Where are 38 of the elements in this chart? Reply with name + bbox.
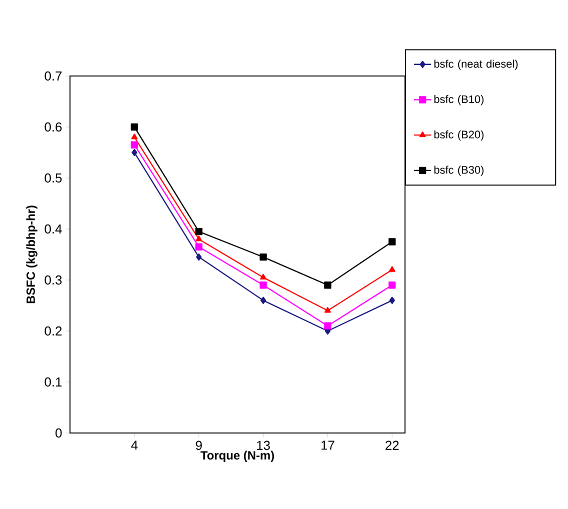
y-tick-label: 0.7 <box>44 71 62 81</box>
y-axis-title: BSFC (kg/bhp-hr) <box>26 206 38 304</box>
point <box>388 282 396 289</box>
point <box>324 282 332 289</box>
point <box>196 253 202 261</box>
point <box>195 228 202 236</box>
y-tick-label: 0.2 <box>44 326 62 336</box>
point <box>196 236 202 242</box>
x-tick-label: 17 <box>321 440 334 450</box>
point <box>260 253 267 261</box>
point <box>131 134 138 140</box>
x-tick-label: 9 <box>196 440 202 450</box>
point <box>260 282 267 289</box>
point <box>388 238 396 246</box>
y-tick-label: 0.1 <box>44 377 62 387</box>
y-tick-label: 0.5 <box>44 173 62 183</box>
point <box>130 123 138 131</box>
x-tick-label: 22 <box>386 440 399 450</box>
legend-label: bsfc (B10) <box>434 95 484 106</box>
x-axis-title: Torque (N-m) <box>200 450 274 462</box>
legend-label: bsfc (B30) <box>434 166 484 176</box>
point <box>195 243 202 250</box>
point <box>324 322 332 330</box>
y-tick-label: 0 <box>56 428 62 438</box>
point <box>389 296 395 304</box>
point <box>132 148 138 156</box>
legend-label: bsfc (neat diesel) <box>434 60 518 70</box>
point <box>388 266 396 272</box>
x-tick-label: 4 <box>131 440 138 450</box>
point <box>260 274 266 280</box>
y-tick-label: 0.6 <box>44 122 62 132</box>
y-tick-label: 0.3 <box>44 275 62 285</box>
legend-label: bsfc (B20) <box>434 130 484 141</box>
point <box>130 141 138 148</box>
y-tick-label: 0.4 <box>44 224 62 234</box>
x-tick-label: 13 <box>257 440 270 450</box>
point <box>260 296 266 304</box>
point <box>324 307 331 313</box>
